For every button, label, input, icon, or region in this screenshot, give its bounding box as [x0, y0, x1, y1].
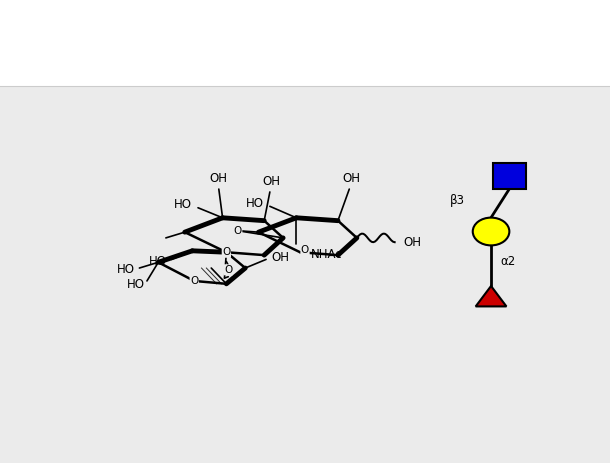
Text: OH: OH — [271, 250, 289, 263]
Text: OH: OH — [404, 236, 422, 249]
Text: HO: HO — [127, 278, 145, 291]
Text: O: O — [301, 245, 309, 255]
Text: OH: OH — [342, 172, 360, 185]
Text: O: O — [222, 247, 231, 257]
Text: NHAc: NHAc — [311, 248, 343, 261]
Text: HO: HO — [117, 263, 135, 276]
Text: O: O — [234, 226, 242, 236]
Text: OH: OH — [263, 175, 281, 188]
Bar — [493, 163, 526, 189]
Text: O: O — [190, 276, 198, 286]
Circle shape — [473, 218, 509, 245]
Text: O: O — [224, 265, 232, 275]
Bar — [0, 0, 610, 86]
Text: HO: HO — [174, 198, 192, 212]
Text: OH: OH — [210, 172, 228, 185]
Text: β3: β3 — [450, 194, 465, 206]
Text: HO: HO — [246, 197, 264, 210]
Text: HO: HO — [149, 255, 167, 268]
Polygon shape — [476, 286, 506, 307]
Text: α2: α2 — [500, 255, 515, 268]
Bar — [0, 86, 610, 463]
